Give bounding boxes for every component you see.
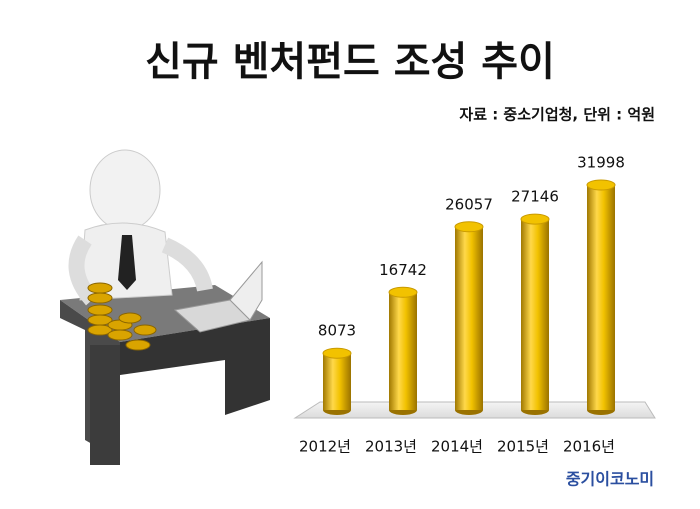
x-tick-label: 2015년 <box>497 438 549 456</box>
chart-subtitle: 자료 : 중소기업청, 단위 : 억원 <box>459 106 655 124</box>
x-tick-label: 2014년 <box>431 438 483 456</box>
bar <box>323 353 351 410</box>
x-tick-label: 2013년 <box>365 438 417 456</box>
illustration <box>60 149 270 465</box>
value-label: 16742 <box>379 261 427 279</box>
bar <box>455 226 483 410</box>
brand-logo: 중기이코노미 <box>566 470 654 489</box>
bar-top <box>388 286 418 298</box>
bar-top <box>586 179 616 191</box>
value-label: 27146 <box>511 188 559 206</box>
bar-top <box>322 347 352 359</box>
bar <box>389 292 417 410</box>
x-tick-label: 2012년 <box>299 438 351 456</box>
value-label: 8073 <box>318 322 356 340</box>
bar-top <box>520 213 550 225</box>
bar-top <box>454 221 484 233</box>
x-tick-label: 2016년 <box>563 438 615 456</box>
chart-title: 신규 벤처펀드 조성 추이 <box>145 39 555 85</box>
value-label: 31998 <box>577 154 625 172</box>
bar <box>587 185 615 410</box>
bar <box>521 219 549 410</box>
value-label: 26057 <box>445 195 493 213</box>
